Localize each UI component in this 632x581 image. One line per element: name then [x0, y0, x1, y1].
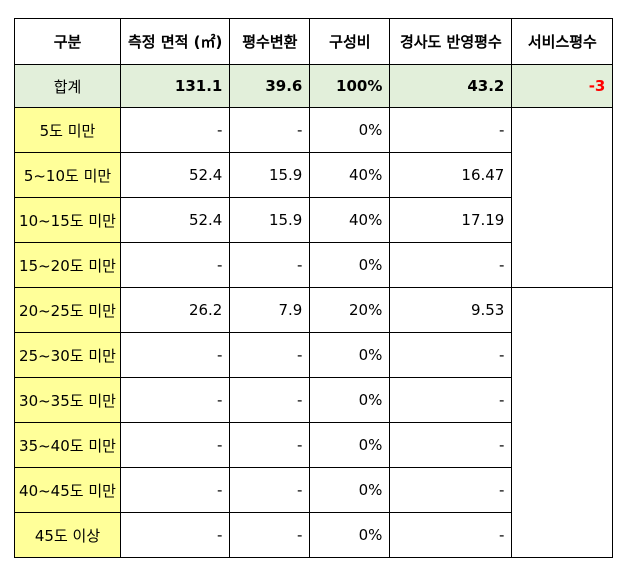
final-work-pyeong-cell: 최종 작업 평수 — [511, 107, 614, 288]
summary-slope: 43.2 — [389, 64, 513, 108]
row-category: 10~15도 미만 — [14, 197, 121, 243]
row-area: 52.4 — [119, 152, 231, 198]
row-ratio: 0% — [309, 377, 391, 423]
table-row: 45도 이상 - - 0% - — [14, 512, 613, 558]
row-slope: 17.19 — [389, 197, 513, 243]
row-area: - — [119, 107, 231, 153]
row-category: 20~25도 미만 — [14, 287, 121, 333]
header-ratio: 구성비 — [309, 18, 391, 65]
row-area: 52.4 — [119, 197, 231, 243]
header-area: 측정 면적 (㎡) — [119, 18, 231, 65]
table-row: 30~35도 미만 - - 0% - — [14, 377, 613, 423]
row-ratio: 0% — [309, 332, 391, 378]
row-area: - — [119, 332, 231, 378]
row-slope: - — [389, 377, 513, 423]
row-pyeong: 15.9 — [229, 152, 311, 198]
row-slope: 9.53 — [389, 287, 513, 333]
row-ratio: 0% — [309, 467, 391, 513]
header-pyeong: 평수변환 — [229, 18, 311, 65]
row-ratio: 0% — [309, 512, 391, 558]
row-category: 35~40도 미만 — [14, 422, 121, 468]
row-ratio: 0% — [309, 422, 391, 468]
summary-service: -3 — [511, 64, 614, 108]
final-label-line1: 최종 — [582, 176, 613, 196]
row-ratio: 0% — [309, 107, 391, 153]
row-pyeong: 15.9 — [229, 197, 311, 243]
row-category: 40~45도 미만 — [14, 467, 121, 513]
row-pyeong: - — [229, 242, 311, 288]
row-area: - — [119, 512, 231, 558]
summary-row: 합계 131.1 39.6 100% 43.2 -3 — [14, 64, 614, 108]
row-area: - — [119, 242, 231, 288]
table-row: 25~30도 미만 - - 0% - — [14, 332, 613, 378]
row-pyeong: - — [229, 467, 311, 513]
table-row: 5~10도 미만 52.4 15.9 40% 16.47 — [14, 152, 613, 198]
header-category: 구분 — [14, 18, 121, 65]
row-ratio: 0% — [309, 242, 391, 288]
header-slope-pyeong: 경사도 반영평수 — [389, 18, 513, 65]
row-ratio: 40% — [309, 197, 391, 243]
row-slope: - — [389, 332, 513, 378]
row-pyeong: 7.9 — [229, 287, 311, 333]
row-slope: - — [389, 242, 513, 288]
row-pyeong: - — [229, 107, 311, 153]
row-area: - — [119, 422, 231, 468]
area-table: 구분 측정 면적 (㎡) 평수변환 구성비 경사도 반영평수 서비스평수 합계 … — [14, 18, 614, 558]
table-row: 15~20도 미만 - - 0% - — [14, 242, 613, 288]
summary-label: 합계 — [14, 64, 121, 108]
row-pyeong: - — [229, 512, 311, 558]
header-service-pyeong: 서비스평수 — [511, 18, 614, 65]
forty-pyeong-cell: 40평 — [511, 287, 614, 558]
header-row: 구분 측정 면적 (㎡) 평수변환 구성비 경사도 반영평수 서비스평수 — [14, 18, 614, 65]
row-slope: - — [389, 467, 513, 513]
row-slope: - — [389, 512, 513, 558]
summary-area: 131.1 — [119, 64, 231, 108]
row-pyeong: - — [229, 422, 311, 468]
row-category: 15~20도 미만 — [14, 242, 121, 288]
row-area: 26.2 — [119, 287, 231, 333]
table-row: 5도 미만 - - 0% - 최종 작업 평수 — [14, 107, 614, 288]
row-category: 25~30도 미만 — [14, 332, 121, 378]
row-category: 30~35도 미만 — [14, 377, 121, 423]
table-row: 40~45도 미만 - - 0% - — [14, 467, 613, 513]
table-row: 35~40도 미만 - - 0% - — [14, 422, 613, 468]
row-category: 5도 미만 — [14, 107, 121, 153]
row-category: 5~10도 미만 — [14, 152, 121, 198]
table-row: 10~15도 미만 52.4 15.9 40% 17.19 — [14, 197, 613, 243]
row-area: - — [119, 467, 231, 513]
table-row: 20~25도 미만 26.2 7.9 20% 9.53 40평 — [14, 287, 614, 558]
row-category: 45도 이상 — [14, 512, 121, 558]
final-label-line2: 작업 평수 — [547, 198, 613, 218]
summary-pyeong: 39.6 — [229, 64, 311, 108]
row-ratio: 40% — [309, 152, 391, 198]
row-pyeong: - — [229, 332, 311, 378]
row-slope: - — [389, 107, 513, 153]
row-slope: 16.47 — [389, 152, 513, 198]
forty-pyeong-label: 40평 — [556, 411, 613, 439]
row-area: - — [119, 377, 231, 423]
row-ratio: 20% — [309, 287, 391, 333]
row-slope: - — [389, 422, 513, 468]
summary-ratio: 100% — [309, 64, 391, 108]
row-pyeong: - — [229, 377, 311, 423]
